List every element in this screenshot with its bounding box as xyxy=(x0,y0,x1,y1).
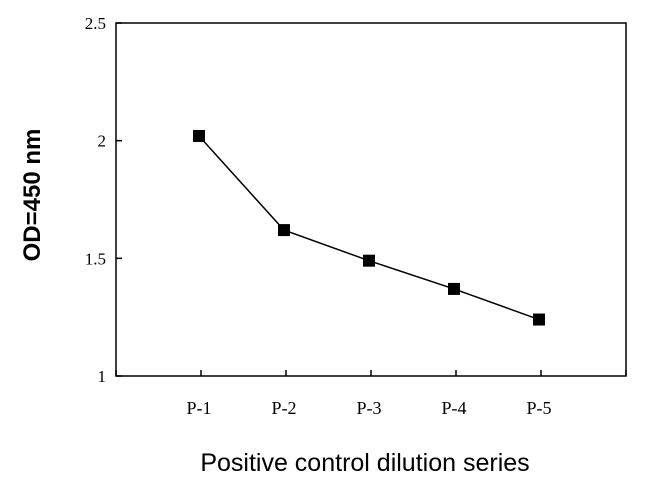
y-tick-label: 1 xyxy=(98,367,107,386)
y-tick-label: 2.5 xyxy=(85,14,106,33)
y-tick-label: 1.5 xyxy=(85,249,106,268)
x-tick-label: P-2 xyxy=(271,398,296,418)
data-point xyxy=(278,224,290,237)
x-axis-ticks: P-1 P-2 P-3 P-4 P-5 xyxy=(115,370,627,418)
data-point xyxy=(363,254,375,267)
x-axis-label: Positive control dilution series xyxy=(200,449,529,477)
x-tick-label: P-1 xyxy=(186,398,211,418)
y-axis-ticks: 1 1.5 2 2.5 xyxy=(85,14,122,386)
series-markers xyxy=(193,129,545,326)
data-point xyxy=(193,129,205,142)
x-tick-label: P-4 xyxy=(441,398,466,418)
plot-area xyxy=(115,22,627,377)
x-tick-label: P-3 xyxy=(356,398,381,418)
y-tick-label: 2 xyxy=(98,132,107,151)
y-axis-label: OD=450 nm xyxy=(19,129,46,262)
data-point xyxy=(448,282,460,295)
data-point xyxy=(533,313,545,326)
x-tick-label: P-5 xyxy=(526,398,551,418)
